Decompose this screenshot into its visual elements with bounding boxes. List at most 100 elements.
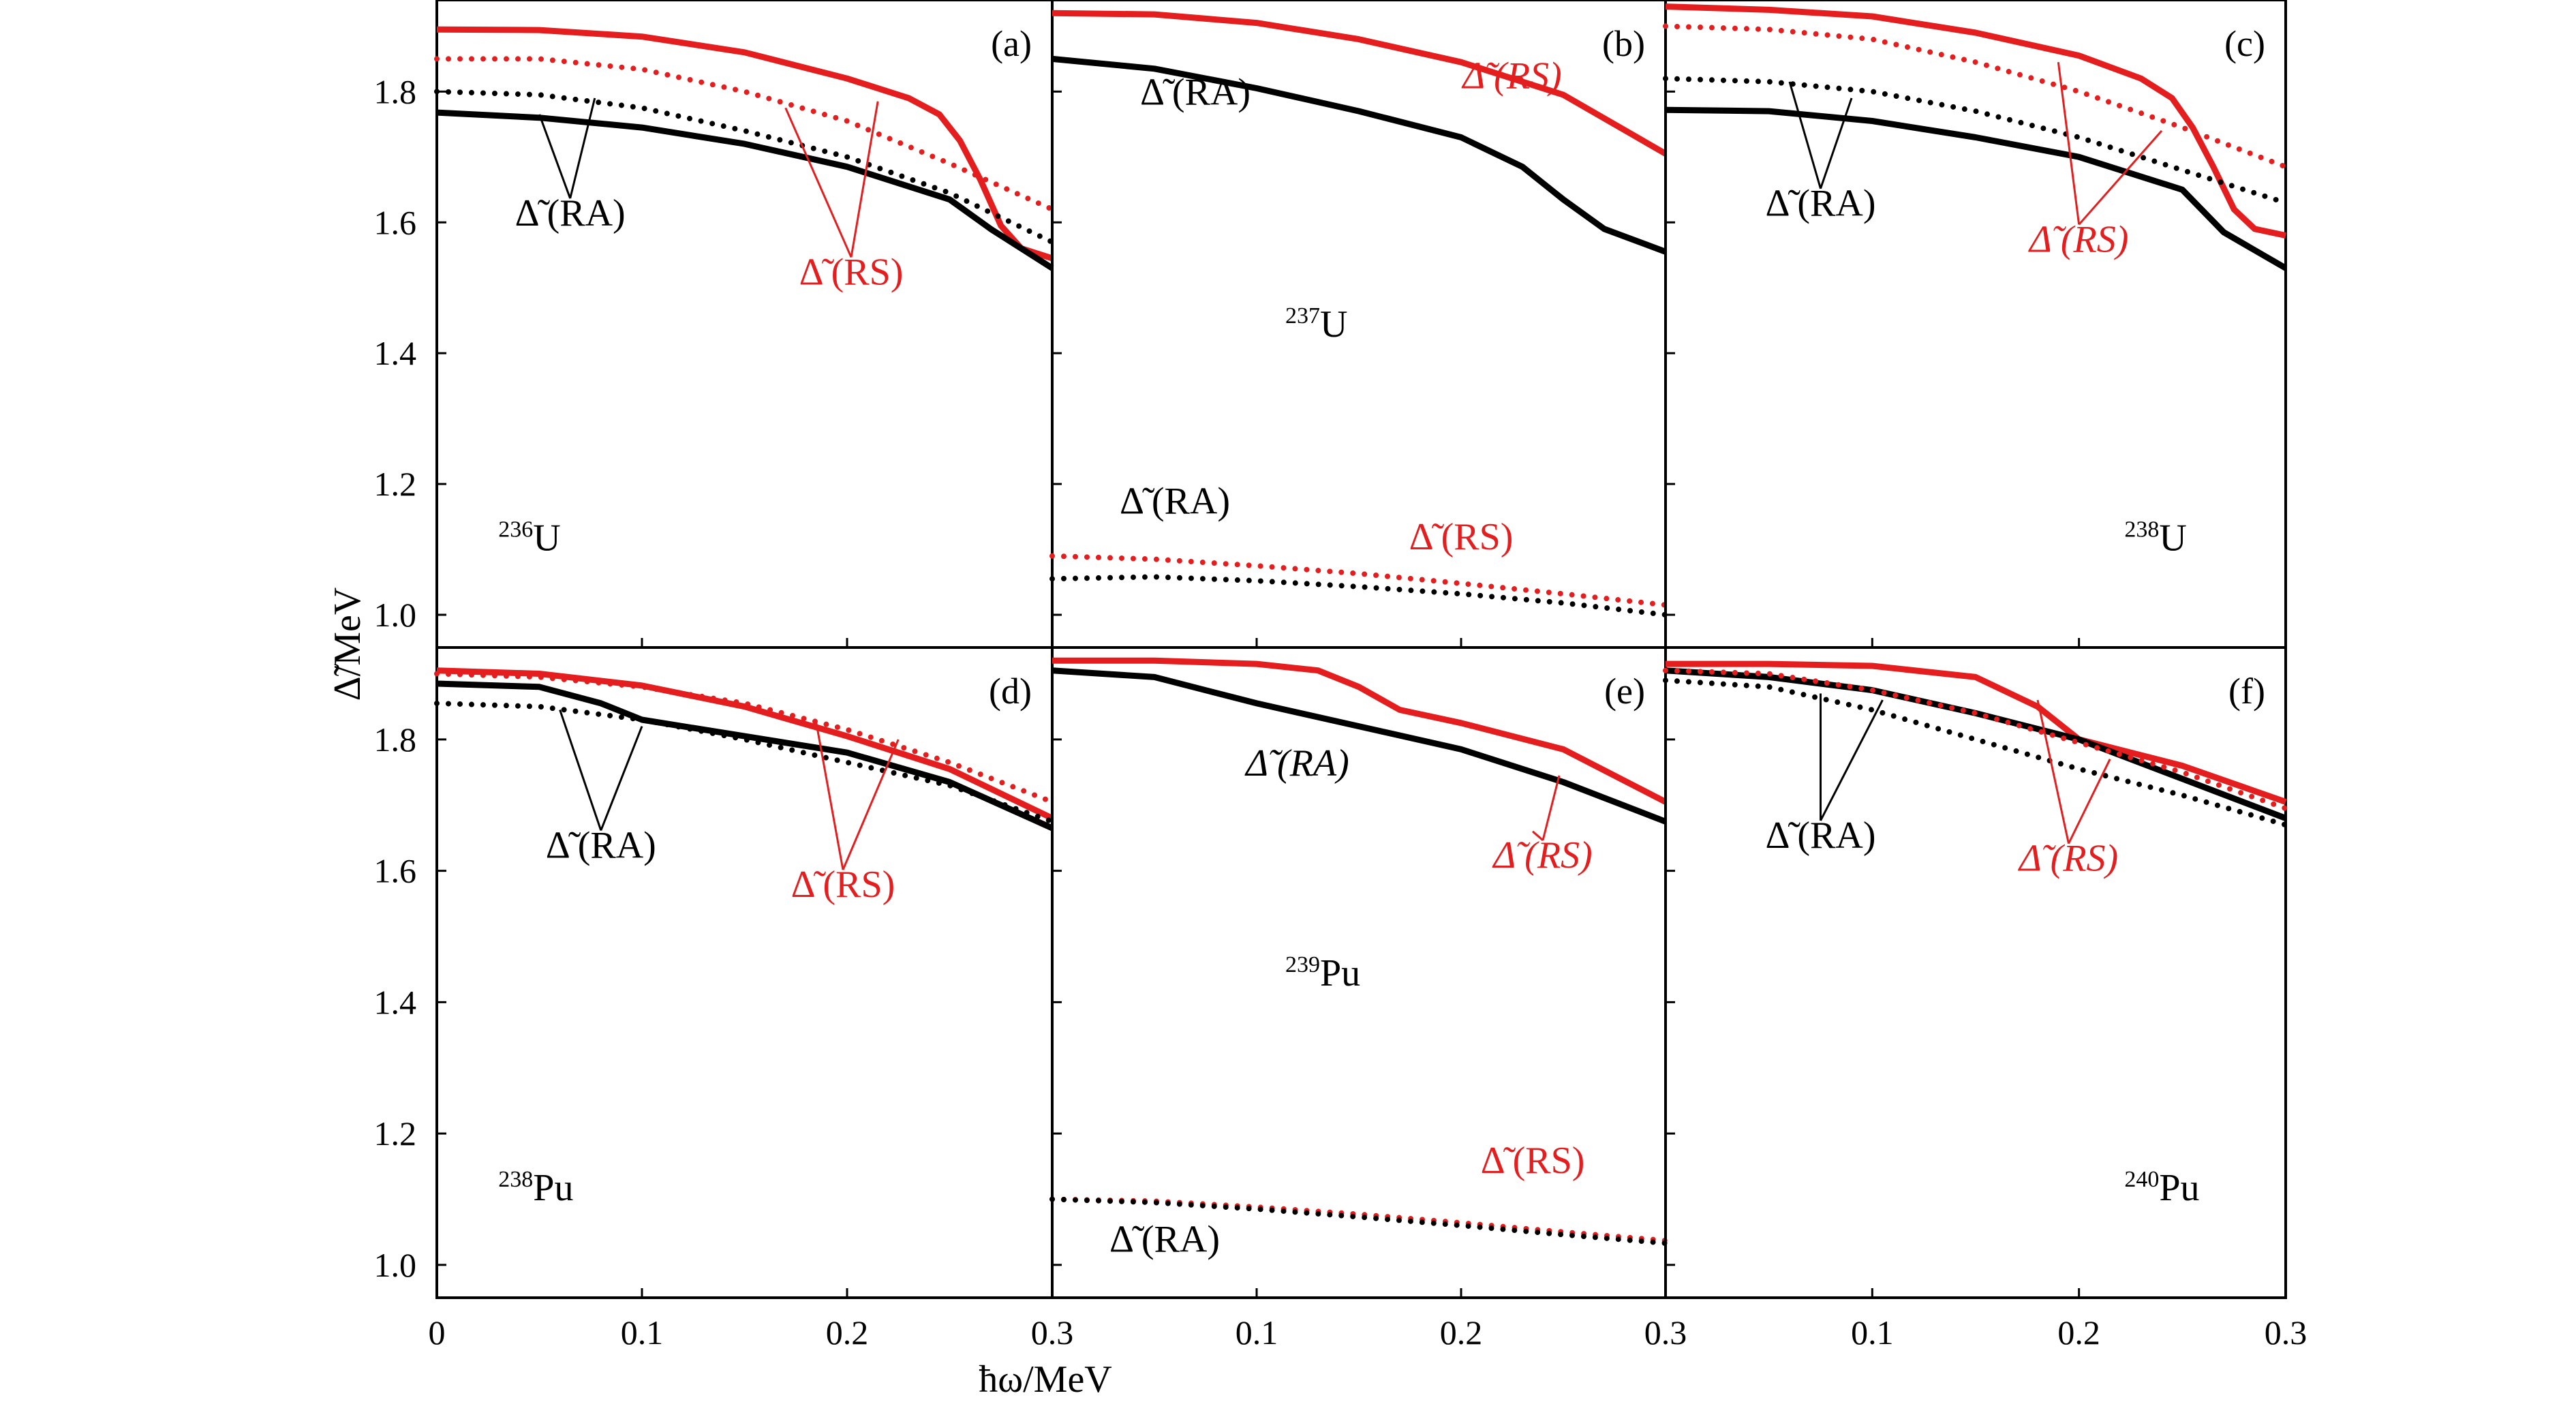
nucleus-symbol: U: [1320, 303, 1347, 346]
series-rs-solid: [1052, 657, 1668, 805]
nucleus-symbol: Pu: [2159, 1167, 2199, 1209]
panel-frame: [1664, 646, 2287, 1299]
panel-a: 1.0 1.2 1.4 1.6 1.8 Δ̃ (RA) Δ̃ (RS) (a) 236U: [374, 0, 1055, 649]
annotation-label-rs: Δ̃ (RS): [1409, 516, 1514, 558]
annotation-label-ra: Δ̃ (RA): [546, 824, 656, 866]
panel-d: 0 0.1 0.2 0.3 1.0 1.2 1.4 1.6 1.8 Δ̃ (RA) Δ̃ (RS) (…: [374, 646, 1074, 1352]
annotation-label-ra: Δ̃ (RA): [1120, 480, 1230, 522]
y-tick-label: 1.4: [374, 983, 417, 1021]
annotation-leader: [2078, 129, 2163, 226]
annotation-leader: [815, 722, 844, 870]
x-axis-title: ħω/MeV: [979, 1358, 1112, 1401]
nucleus-symbol: U: [2159, 517, 2186, 560]
series-ra-solid: [436, 680, 1054, 832]
y-tick-label: 1.8: [374, 72, 417, 110]
series-rs-dotted: [1663, 23, 2288, 170]
annotation-label-ra: Δ̃ (RA): [1765, 183, 1875, 225]
panel-b: Δ̃ (RA) Δ̃ (RS) Δ̃ (RA) Δ̃ (RS) (b) 237U: [1049, 0, 1668, 649]
x-tick-label: 0.2: [1440, 1313, 1483, 1352]
nucleus-label: 237U: [1285, 303, 1347, 346]
panel-f: 0.1 0.2 0.3 Δ̃ (RA) Δ̃ (RS) (f) 240Pu: [1663, 646, 2307, 1352]
nucleus-label: 239Pu: [1285, 952, 1360, 994]
nucleus-symbol: Pu: [533, 1167, 573, 1209]
x-tick-label: 0.1: [1236, 1313, 1278, 1352]
annotation-label-rs: Δ̃ (RS): [791, 864, 895, 906]
annotation-leader: [2036, 699, 2070, 844]
annotation-label-rs: Δ̃ (RS): [1481, 1140, 1585, 1182]
series-ra-solid: [1665, 106, 2288, 271]
annotation-leader: [1820, 97, 1853, 189]
series-rs-dotted: [1663, 667, 2288, 812]
annotation-leader: [569, 97, 596, 199]
series-ra-dotted: [434, 700, 1055, 825]
panel-label: (c): [2224, 23, 2265, 64]
series-rs-dotted: [434, 56, 1055, 213]
series-ra-solid: [1052, 667, 1667, 825]
annotation-leader: [1820, 699, 1884, 821]
series-ra-dotted: [434, 89, 1055, 245]
annotation-label-rs: Δ̃ (RS): [1461, 55, 1561, 97]
x-tick-label: 0: [429, 1313, 446, 1352]
x-tick-label: 0.2: [826, 1313, 869, 1352]
annotation-leader: [1788, 81, 1822, 189]
x-tick-label: 0.3: [2265, 1313, 2307, 1352]
annotation-label-rs: Δ̃ (RS): [2018, 838, 2118, 880]
annotation-label-ra: Δ̃ (RA): [1765, 814, 1875, 857]
series-rs-solid: [436, 667, 1054, 821]
series-ra-solid: [436, 109, 1054, 271]
nucleus-mass-number: 236: [498, 517, 533, 543]
series-rs-solid: [1665, 3, 2286, 239]
annotation-label-rs: Δ̃ (RS): [1492, 834, 1592, 877]
nucleus-symbol: Pu: [1320, 952, 1360, 994]
nucleus-label: 236U: [498, 517, 560, 560]
series-rs-solid: [436, 26, 1054, 262]
nucleus-mass-number: 238: [498, 1167, 533, 1192]
y-tick-label: 1.4: [374, 334, 417, 372]
y-tick-label: 1.0: [374, 1246, 417, 1284]
x-tick-label: 0.1: [1851, 1313, 1894, 1352]
series-rs-dotted: [434, 671, 1055, 805]
annotation-label-ra: Δ̃ (RA): [1140, 72, 1251, 114]
annotation-label-ra: Δ̃ (RA): [1244, 742, 1349, 784]
y-tick-label: 1.6: [374, 852, 417, 890]
annotation-leader: [538, 114, 572, 199]
nucleus-symbol: U: [533, 517, 560, 560]
nucleus-mass-number: 238: [2124, 517, 2159, 543]
series-rs-solid: [1666, 660, 2287, 805]
nucleus-mass-number: 237: [1285, 303, 1320, 329]
series-ra-dotted: [1663, 677, 2288, 828]
annotation-label-ra: Δ̃ (RA): [515, 192, 626, 234]
y-tick-label: 1.2: [374, 465, 417, 503]
series-rs-dotted: [1049, 553, 1668, 608]
panel-label: (a): [991, 23, 1032, 64]
nucleus-mass-number: 239: [1285, 952, 1320, 977]
panel-label: (f): [2228, 671, 2265, 712]
panel-label: (b): [1602, 23, 1645, 64]
annotation-label-rs: Δ̃ (RS): [799, 251, 904, 293]
annotation-label-rs: Δ̃ (RS): [2028, 218, 2128, 260]
panel-label: (e): [1604, 671, 1645, 712]
annotation-leader: [2068, 759, 2111, 844]
annotation-leader: [842, 739, 900, 870]
x-tick-label: 0.3: [1031, 1313, 1074, 1352]
series-ra-dotted: [1049, 1196, 1668, 1246]
series-ra-dotted: [1663, 76, 2288, 206]
nucleus-label: 240Pu: [2124, 1167, 2199, 1209]
y-axis-title: Δ̃/MeV: [326, 588, 369, 701]
nucleus-label: 238U: [2124, 517, 2186, 560]
x-tick-label: 0.3: [1644, 1313, 1687, 1352]
y-tick-label: 1.6: [374, 203, 417, 241]
annotation-leader: [850, 101, 879, 258]
annotation-leader: [1532, 830, 1544, 841]
nucleus-mass-number: 240: [2124, 1167, 2159, 1192]
annotation-leader: [1542, 775, 1561, 841]
annotation-label-ra: Δ̃ (RA): [1109, 1219, 1220, 1261]
annotation-leader: [600, 726, 643, 831]
series-rs-solid: [1052, 10, 1668, 157]
annotation-leader: [559, 710, 602, 831]
x-tick-label: 0.1: [621, 1313, 664, 1352]
y-tick-label: 1.0: [374, 596, 417, 634]
